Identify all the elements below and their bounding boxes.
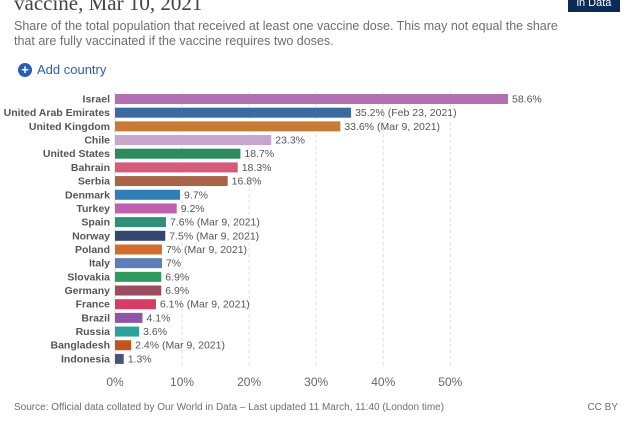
bar xyxy=(115,162,238,173)
value-label: 23.3% xyxy=(275,135,305,147)
category-label: United States xyxy=(43,148,110,160)
footer: Source: Official data collated by Our Wo… xyxy=(14,402,618,413)
value-label: 2.4% (Mar 9, 2021) xyxy=(135,340,225,352)
bar xyxy=(115,107,352,118)
grid-lines xyxy=(114,92,451,368)
labels-group: Israel 58.6% United Arab Emirates 35.2% (Fe… xyxy=(4,94,542,366)
category-label: Slovakia xyxy=(67,271,110,283)
value-label: 35.2% (Feb 23, 2021) xyxy=(355,107,457,119)
x-tick-label: 20% xyxy=(237,375,261,389)
value-label: 9.2% xyxy=(181,203,205,215)
category-label: Germany xyxy=(64,285,110,297)
bar xyxy=(115,189,181,200)
value-label: 58.6% xyxy=(512,94,542,106)
bar xyxy=(115,203,177,214)
x-tick-label: 0% xyxy=(106,375,124,389)
value-label: 3.6% xyxy=(143,326,167,338)
category-label: Poland xyxy=(75,244,110,256)
bar xyxy=(115,244,162,255)
bar xyxy=(115,353,124,364)
bar xyxy=(115,299,156,310)
value-label: 4.1% xyxy=(146,312,170,324)
x-tick-label: 30% xyxy=(304,375,328,389)
x-tick-label: 10% xyxy=(170,375,194,389)
value-label: 18.7% xyxy=(244,148,274,160)
value-label: 7% xyxy=(166,258,181,270)
category-label: Chile xyxy=(84,135,110,147)
bar-chart: Israel 58.6% United Arab Emirates 35.2% (Fe… xyxy=(4,92,542,389)
bar xyxy=(115,176,228,187)
category-label: Turkey xyxy=(76,203,110,215)
bar xyxy=(115,94,508,104)
bar xyxy=(115,285,162,296)
bar xyxy=(115,148,241,159)
value-label: 1.3% xyxy=(128,353,152,365)
chart-subtitle: Share of the total population that recei… xyxy=(14,19,558,48)
value-label: 6.1% (Mar 9, 2021) xyxy=(160,299,250,311)
value-label: 33.6% (Mar 9, 2021) xyxy=(344,121,440,133)
category-label: Norway xyxy=(72,230,110,242)
category-label: Serbia xyxy=(78,176,110,188)
value-label: 6.9% xyxy=(165,271,189,283)
value-label: 6.9% xyxy=(165,285,189,297)
x-tick-label: 50% xyxy=(438,375,462,389)
category-label: Denmark xyxy=(65,189,110,201)
value-label: 9.7% xyxy=(184,189,208,201)
category-label: Bahrain xyxy=(71,162,110,174)
category-label: Russia xyxy=(76,326,111,338)
x-tick-label: 40% xyxy=(371,375,395,389)
category-label: Israel xyxy=(83,94,111,106)
bar xyxy=(115,258,162,269)
bar xyxy=(115,340,132,351)
bar xyxy=(115,230,166,241)
add-country-label: Add country xyxy=(37,62,107,77)
add-country-button[interactable]: + Add country xyxy=(18,62,106,77)
category-label: Bangladesh xyxy=(50,340,110,352)
bar xyxy=(115,312,143,323)
category-label: Indonesia xyxy=(61,353,110,365)
plus-circle-icon: + xyxy=(18,62,32,77)
category-label: Spain xyxy=(81,217,110,229)
category-label: Brazil xyxy=(81,312,110,324)
category-label: France xyxy=(76,299,111,311)
value-label: 7.6% (Mar 9, 2021) xyxy=(170,217,260,229)
value-label: 7.5% (Mar 9, 2021) xyxy=(169,230,259,242)
bar xyxy=(115,135,272,146)
license-link[interactable]: CC BY xyxy=(587,402,618,413)
chart-title: vaccine, Mar 10, 2021 xyxy=(14,0,203,15)
bar xyxy=(115,121,341,132)
value-label: 7% (Mar 9, 2021) xyxy=(166,244,247,256)
x-axis: 0% 10% 20% 30% 40% 50% xyxy=(106,375,462,389)
category-label: United Kingdom xyxy=(29,121,110,133)
bars-group xyxy=(115,94,508,364)
source-note: Source: Official data collated by Our Wo… xyxy=(14,402,445,413)
owid-logo[interactable]: in Data xyxy=(568,0,620,12)
bar xyxy=(115,271,162,282)
value-label: 16.8% xyxy=(232,176,262,188)
category-label: United Arab Emirates xyxy=(4,107,111,119)
category-label: Italy xyxy=(89,258,110,270)
value-label: 18.3% xyxy=(242,162,272,174)
bar xyxy=(115,326,140,337)
bar xyxy=(115,217,166,228)
